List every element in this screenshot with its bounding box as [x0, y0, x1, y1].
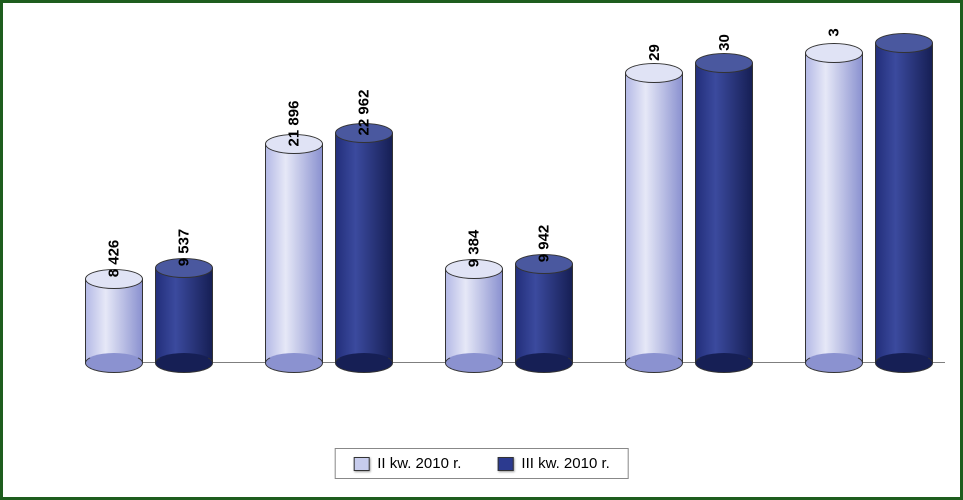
- bar-top-ellipse: [805, 43, 863, 63]
- legend-swatch-series-1: [353, 457, 369, 471]
- bar-value-label: 9 942: [534, 182, 554, 252]
- bar-body: [155, 268, 213, 363]
- bar-bottom-ellipse: [335, 353, 393, 373]
- bar: 9 942: [515, 264, 573, 363]
- bar-bottom-ellipse: [875, 353, 933, 373]
- bar: 9 384: [445, 269, 503, 363]
- bar-value-label: 9 384: [464, 187, 484, 257]
- bar-bottom-ellipse: [515, 353, 573, 373]
- bar-top-ellipse: [695, 53, 753, 73]
- bar-body: [515, 264, 573, 363]
- bar-body: [85, 279, 143, 363]
- bar: [875, 43, 933, 363]
- bar-bottom-ellipse: [695, 353, 753, 373]
- chart-frame: 8 4269 53721 89622 9629 3849 94229303 II…: [0, 0, 963, 500]
- bar-group: 8 4269 537: [85, 23, 213, 363]
- bar-value-label: 29: [644, 0, 664, 61]
- bar-value-label: [894, 0, 914, 31]
- legend-label-series-1: II kw. 2010 r.: [377, 455, 461, 472]
- legend-item-series-2: III kw. 2010 r.: [497, 455, 609, 472]
- bar: 30: [695, 63, 753, 363]
- plot-region: 8 4269 53721 89622 9629 3849 94229303: [85, 23, 945, 363]
- bar: 21 896: [265, 144, 323, 363]
- bar-group: 21 89622 962: [265, 23, 393, 363]
- bar-value-label: 3: [824, 0, 844, 41]
- bar-bottom-ellipse: [445, 353, 503, 373]
- legend-label-series-2: III kw. 2010 r.: [521, 455, 609, 472]
- bar-bottom-ellipse: [265, 353, 323, 373]
- bar-group: 2930: [625, 23, 753, 363]
- bar-bottom-ellipse: [625, 353, 683, 373]
- bar-value-label: 21 896: [284, 62, 304, 132]
- bar-value-label: 8 426: [104, 197, 124, 267]
- bar-value-label: 30: [714, 0, 734, 51]
- bar-group: 3: [805, 23, 933, 363]
- bar: 3: [805, 53, 863, 363]
- bar: 8 426: [85, 279, 143, 363]
- bar-body: [265, 144, 323, 363]
- bar: 29: [625, 73, 683, 363]
- bar-value-label: 9 537: [174, 186, 194, 256]
- bar-body: [445, 269, 503, 363]
- bar-value-label: 22 962: [354, 51, 374, 121]
- bar-body: [805, 53, 863, 363]
- bar-body: [875, 43, 933, 363]
- bar-body: [695, 63, 753, 363]
- chart-area: 8 4269 53721 89622 9629 3849 94229303: [85, 23, 945, 363]
- bar-bottom-ellipse: [805, 353, 863, 373]
- bar-body: [625, 73, 683, 363]
- legend: II kw. 2010 r. III kw. 2010 r.: [334, 448, 629, 479]
- bar-bottom-ellipse: [155, 353, 213, 373]
- bar: 22 962: [335, 133, 393, 363]
- bar-top-ellipse: [625, 63, 683, 83]
- bar-top-ellipse: [875, 33, 933, 53]
- bar-body: [335, 133, 393, 363]
- bar-bottom-ellipse: [85, 353, 143, 373]
- legend-item-series-1: II kw. 2010 r.: [353, 455, 461, 472]
- legend-swatch-series-2: [497, 457, 513, 471]
- bar: 9 537: [155, 268, 213, 363]
- bar-group: 9 3849 942: [445, 23, 573, 363]
